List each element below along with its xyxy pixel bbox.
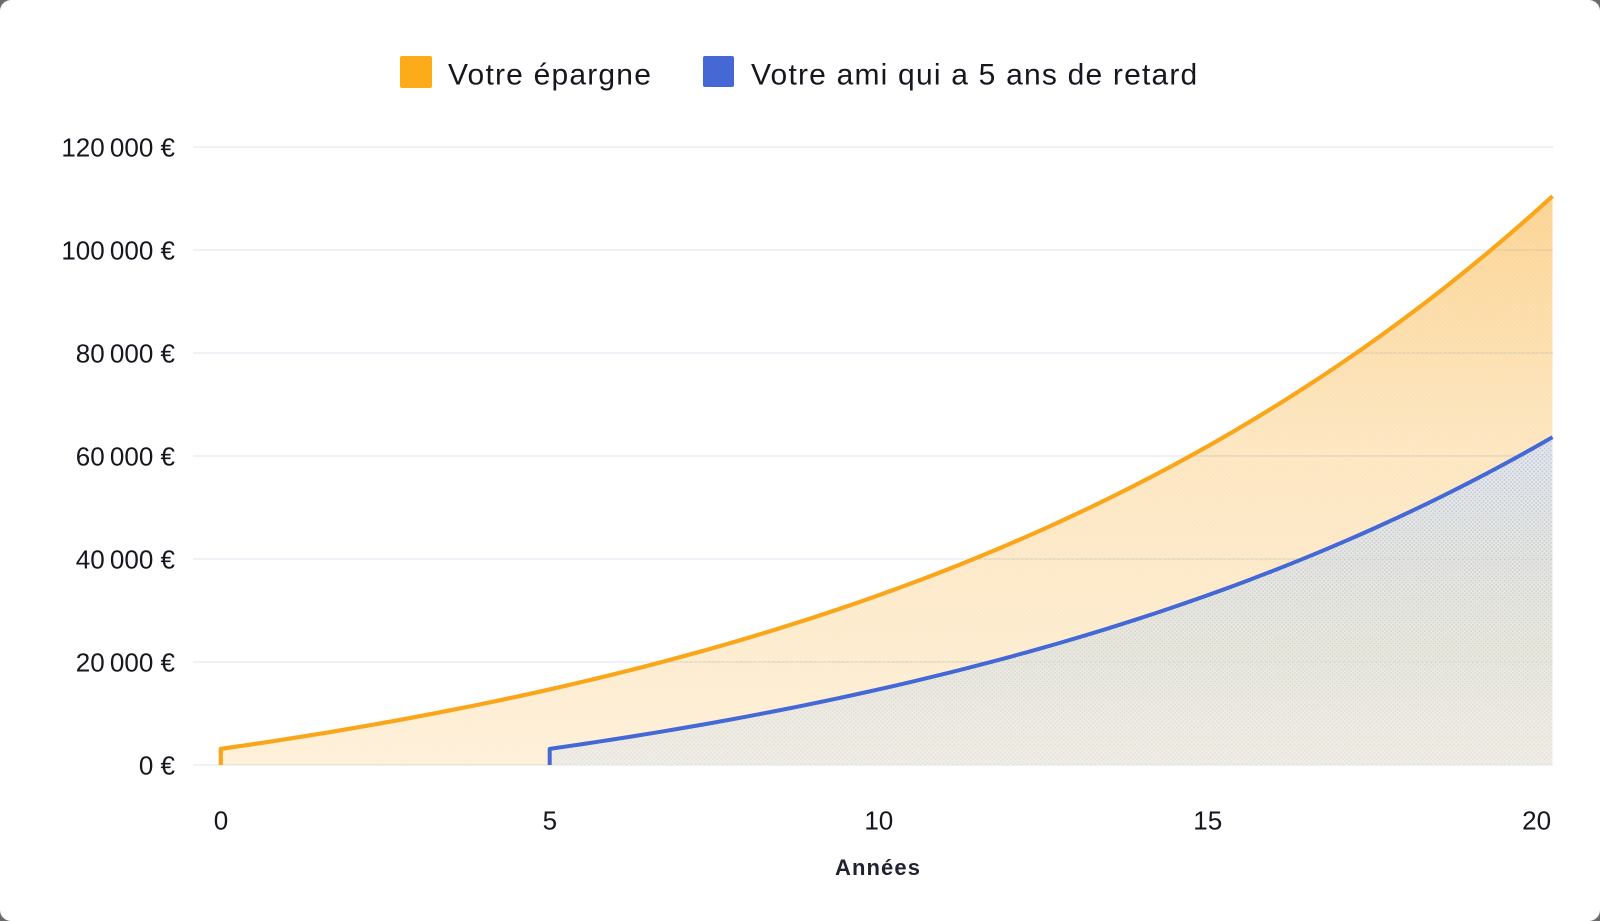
svg-text:Votre ami qui a 5 ans de retar: Votre ami qui a 5 ans de retard (751, 59, 1198, 92)
svg-text:10: 10 (864, 806, 893, 836)
svg-text:0: 0 (214, 806, 228, 836)
svg-text:80 000 €: 80 000 € (76, 339, 176, 369)
svg-text:120 000 €: 120 000 € (61, 133, 175, 163)
svg-text:Années: Années (835, 855, 921, 880)
svg-text:5: 5 (543, 806, 557, 836)
svg-text:20: 20 (1522, 806, 1551, 836)
svg-text:60 000 €: 60 000 € (76, 442, 176, 472)
svg-text:20 000 €: 20 000 € (76, 648, 176, 678)
svg-text:100 000 €: 100 000 € (61, 236, 175, 266)
svg-text:40 000 €: 40 000 € (76, 545, 176, 575)
svg-text:0 €: 0 € (139, 751, 176, 781)
svg-text:15: 15 (1193, 806, 1222, 836)
svg-text:Votre épargne: Votre épargne (448, 59, 652, 92)
